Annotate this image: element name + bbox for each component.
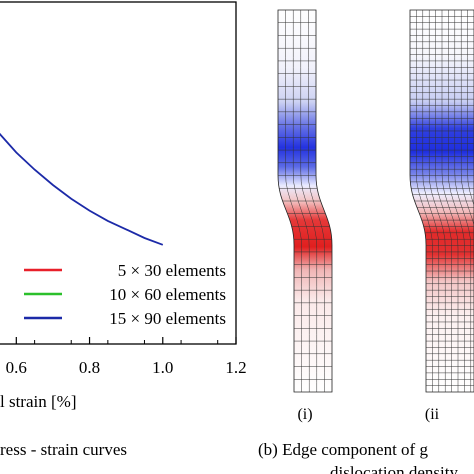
- legend-label: 10 × 60 elements: [109, 285, 226, 304]
- plot-frame: [0, 1, 237, 345]
- mesh-panel-ii-grid: [410, 10, 474, 392]
- mesh-col-line: [285, 10, 302, 392]
- chart-caption: ress - strain curves: [0, 440, 127, 459]
- mesh-col-line: [435, 10, 452, 392]
- mesh-col-line: [422, 10, 440, 392]
- field-caption-line1: (b) Edge component of g: [258, 440, 428, 459]
- mesh-col-line: [467, 10, 474, 206]
- x-tick-label: 0.8: [79, 358, 100, 377]
- mesh-panel-i: (i): [277, 9, 333, 423]
- x-axis-tick-labels: 0.6 0.8 1.0 1.2: [6, 358, 247, 377]
- mesh-col-line: [292, 10, 310, 392]
- mesh-col-line: [441, 10, 459, 392]
- mesh-panel-ii: (ii: [409, 9, 474, 423]
- legend: 5 × 30 elements 10 × 60 elements 15 × 90 e…: [24, 261, 226, 328]
- series-line: [0, 132, 164, 246]
- mesh-panel-i-grid: [278, 10, 332, 392]
- x-tick-label: 0.6: [6, 358, 27, 377]
- panel-label-i: (i): [297, 406, 312, 423]
- mesh-col-line: [308, 10, 325, 392]
- mesh-col-line: [454, 10, 472, 392]
- mesh-col-line: [300, 10, 318, 392]
- mesh-col-line: [428, 10, 446, 392]
- x-tick-label: 1.0: [152, 358, 173, 377]
- chart-panel: 0.6 0.8 1.0 1.2 5 × 30 elements 10 × 60 elem…: [0, 1, 247, 459]
- series-layer: [0, 132, 164, 246]
- mesh-col-line: [416, 10, 433, 392]
- mesh-col-line: [460, 10, 474, 227]
- x-tick-label: 1.2: [225, 358, 246, 377]
- legend-label: 5 × 30 elements: [118, 261, 226, 280]
- legend-label: 15 × 90 elements: [109, 309, 226, 328]
- x-axis-ticks: [15, 337, 237, 344]
- x-axis-label: l strain [%]: [0, 392, 76, 411]
- panel-label-ii: (ii: [425, 406, 440, 423]
- field-caption-line2: dislocation density: [330, 463, 458, 474]
- mesh-col-line: [448, 10, 465, 392]
- field-panels: (i) (ii (b) Edge component of g dislocat…: [258, 9, 474, 474]
